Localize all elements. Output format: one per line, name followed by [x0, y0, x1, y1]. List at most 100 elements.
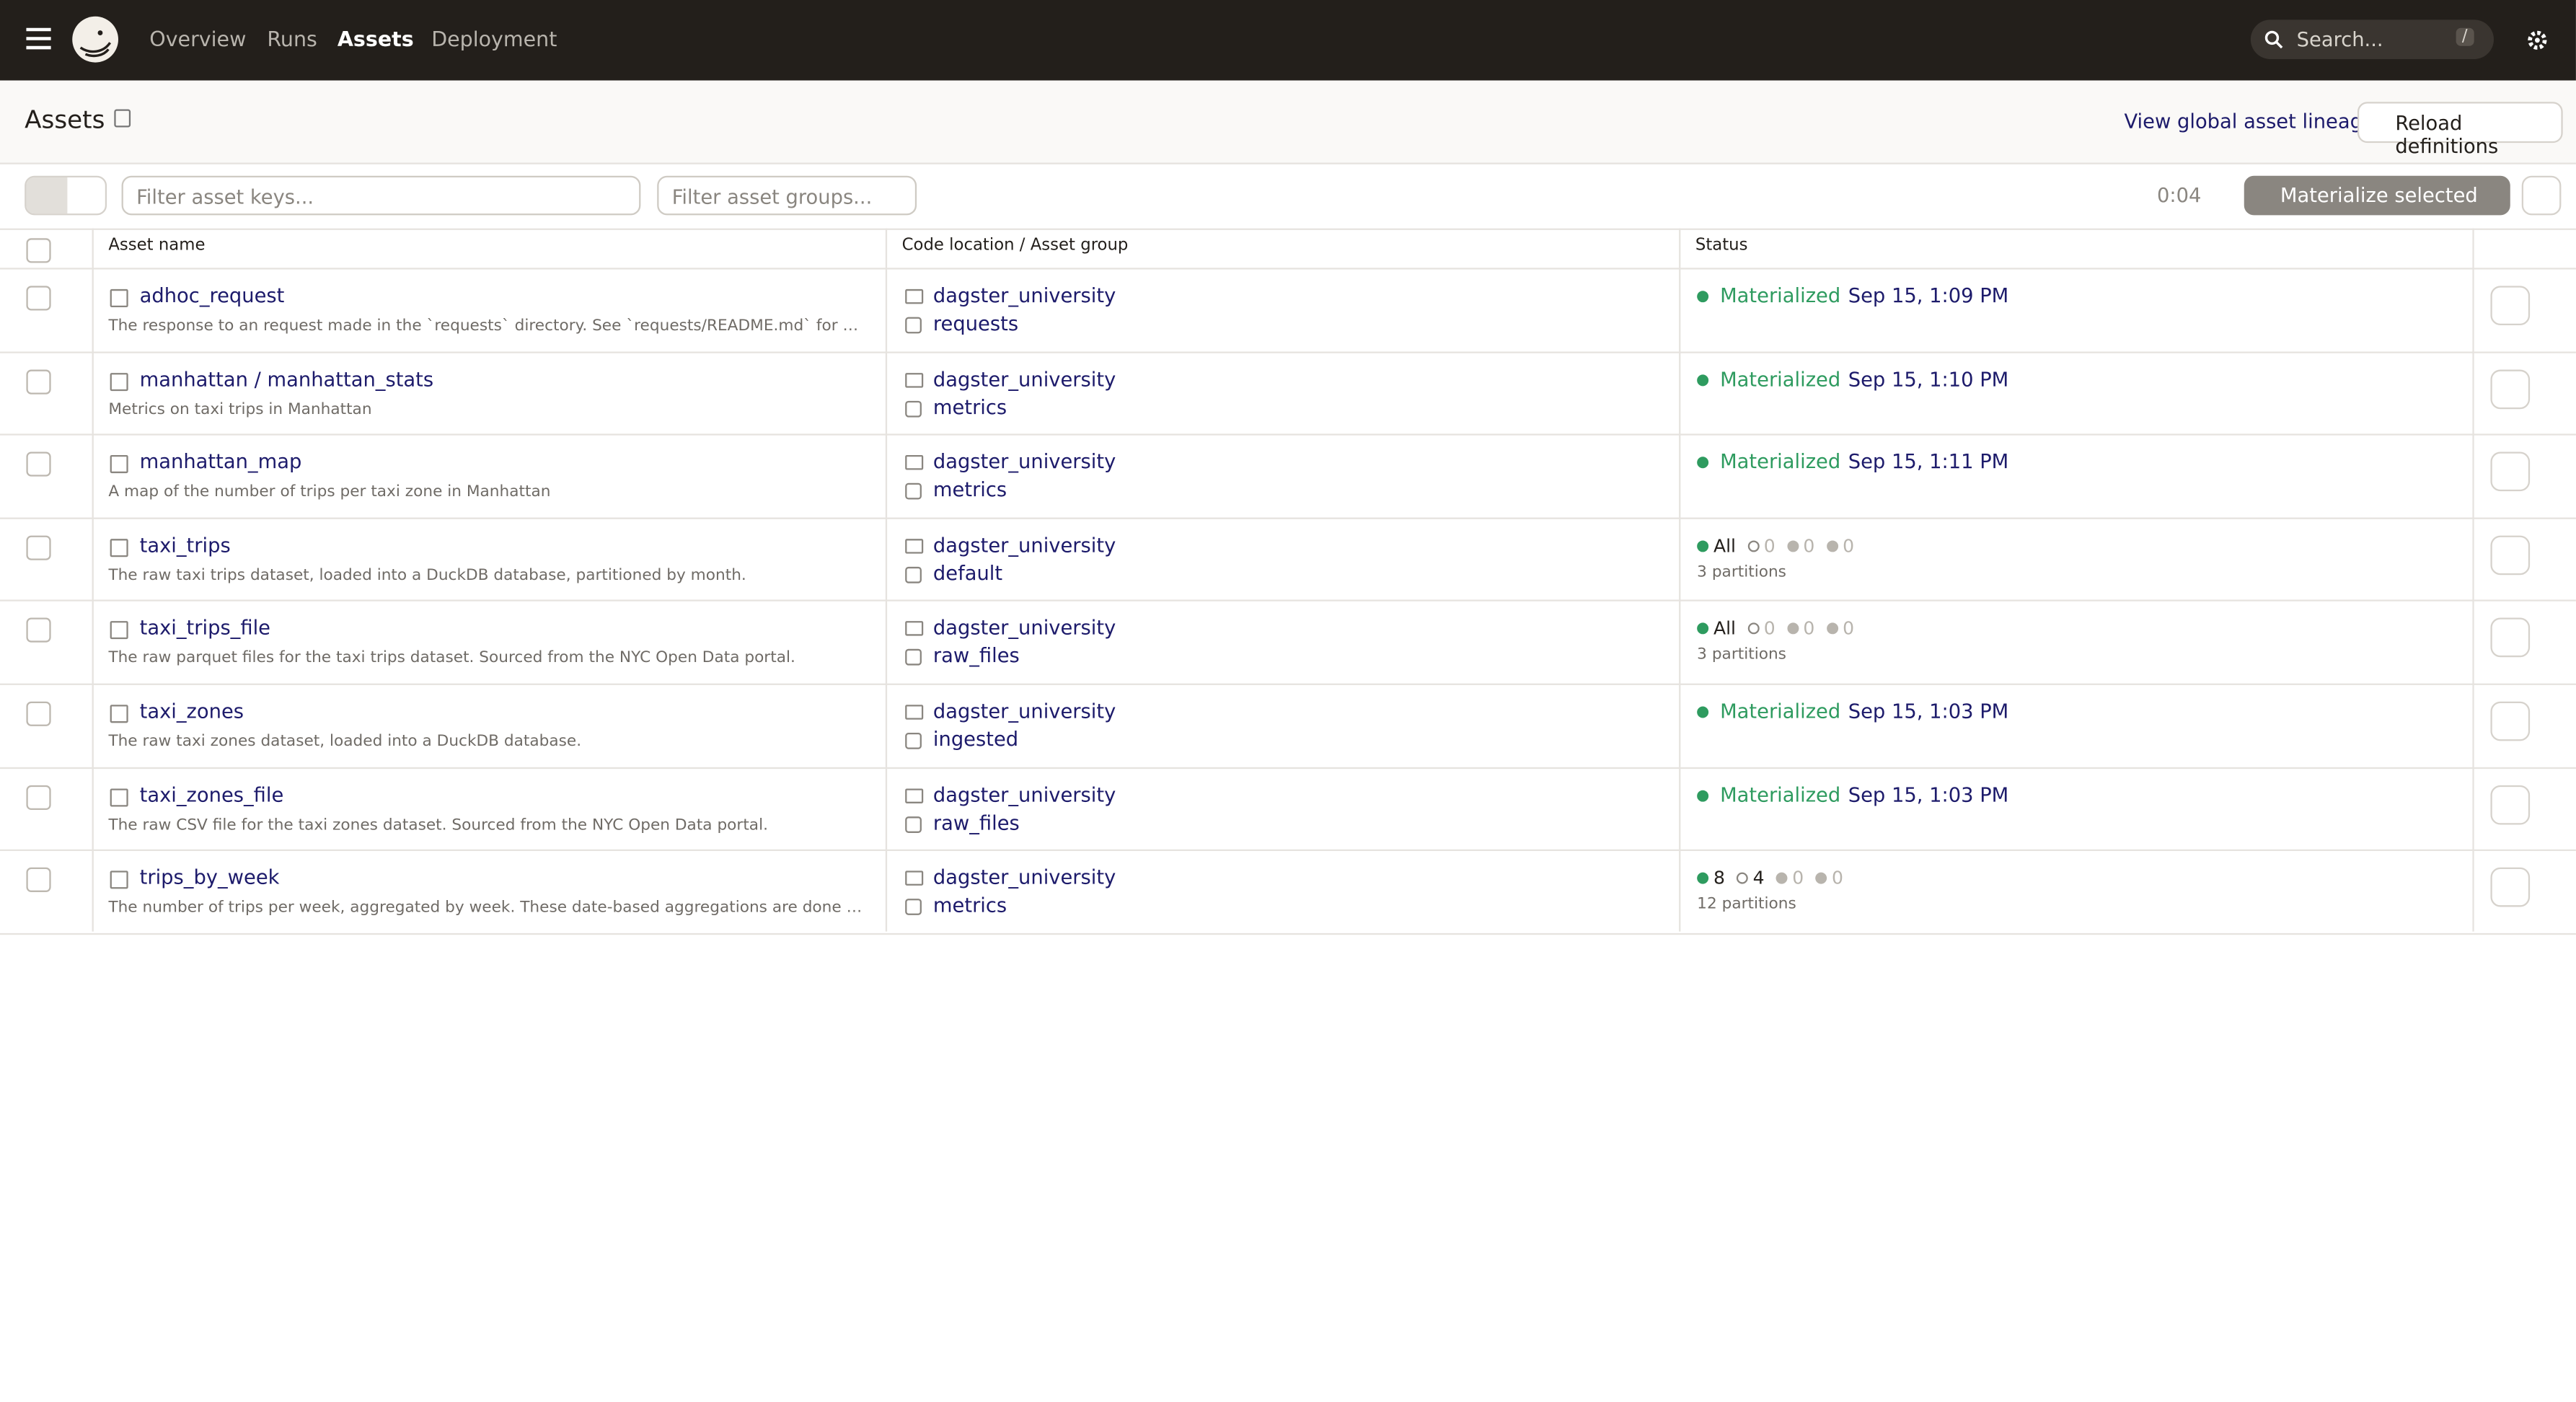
asset-name[interactable]: taxi_zones	[139, 700, 244, 723]
nav-item[interactable]: Overview	[149, 26, 247, 51]
asset-group[interactable]: raw_files	[932, 811, 1020, 834]
status: Materialized	[1720, 700, 1841, 723]
row-checkbox[interactable]	[26, 701, 51, 726]
settings-icon[interactable]	[2527, 30, 2549, 51]
asset-icon	[110, 538, 128, 557]
row-menu[interactable]	[2490, 701, 2531, 741]
materialized-time[interactable]: Sep 15, 1:03 PM	[1848, 700, 2009, 723]
asset-name[interactable]: adhoc_request	[139, 284, 285, 307]
row-menu[interactable]	[2490, 784, 2531, 824]
code-location[interactable]: dagster_university	[932, 700, 1116, 723]
asset-name[interactable]: taxi_zones_file	[139, 782, 284, 806]
materialized-time[interactable]: Sep 15, 1:09 PM	[1848, 284, 2009, 307]
lineage-link[interactable]: View global asset lineage	[2099, 110, 2375, 133]
code-location[interactable]: dagster_university	[932, 533, 1116, 557]
code-location[interactable]: dagster_university	[932, 284, 1116, 307]
search-shortcut: /	[2455, 27, 2474, 46]
code-location[interactable]: dagster_university	[932, 617, 1116, 640]
code-location[interactable]: dagster_university	[932, 782, 1116, 806]
status: Materialized	[1720, 284, 1841, 307]
row-checkbox[interactable]	[26, 286, 51, 311]
asset-icon	[110, 372, 128, 391]
select-all[interactable]	[26, 238, 51, 263]
asset-group[interactable]: ingested	[932, 728, 1019, 751]
table-row: taxi_trips The raw taxi trips dataset, lo…	[0, 517, 2576, 602]
logo[interactable]	[71, 15, 120, 64]
nav-item[interactable]: Assets	[337, 26, 414, 51]
row-menu[interactable]	[2490, 369, 2531, 409]
partition-count: 0	[1843, 535, 1855, 557]
group-icon	[905, 317, 922, 334]
status-dot	[1697, 457, 1709, 469]
row-checkbox[interactable]	[26, 451, 51, 477]
asset-name[interactable]: taxi_trips_file	[139, 617, 271, 640]
filter-groups-placeholder: Filter asset groups...	[671, 185, 873, 209]
asset-group[interactable]: default	[932, 561, 1003, 585]
asset-group[interactable]: metrics	[932, 395, 1007, 418]
asset-group[interactable]: raw_files	[932, 644, 1020, 668]
group-icon	[905, 816, 922, 833]
view-toggle[interactable]	[25, 175, 107, 216]
materialized-time[interactable]: Sep 15, 1:10 PM	[1848, 367, 2009, 391]
menu-icon[interactable]	[25, 26, 53, 50]
filter-keys[interactable]: Filter asset keys...	[121, 175, 641, 216]
partition-count: 0	[1763, 618, 1776, 640]
row-menu[interactable]	[2490, 618, 2531, 658]
list-view[interactable]	[26, 177, 68, 214]
group-icon	[905, 566, 922, 583]
search-box[interactable]: Search... /	[2250, 19, 2495, 60]
asset-description: Metrics on taxi trips in Manhattan	[108, 400, 372, 418]
materialized-time[interactable]: Sep 15, 1:11 PM	[1848, 450, 2009, 474]
row-checkbox[interactable]	[26, 535, 51, 560]
partition-total: 3 partitions	[1697, 563, 1786, 581]
table-row: taxi_zones_file The raw CSV file for the …	[0, 767, 2576, 852]
folder-icon	[905, 372, 924, 387]
status: Materialized	[1720, 782, 1841, 806]
asset-name[interactable]: manhattan / manhattan_stats	[139, 367, 434, 391]
materialized-time[interactable]: Sep 15, 1:03 PM	[1848, 782, 2009, 806]
row-menu[interactable]	[2490, 868, 2531, 907]
status: Materialized	[1720, 450, 1841, 474]
partition-count: 0	[1843, 618, 1855, 640]
more-button[interactable]	[2521, 175, 2562, 216]
nav-item[interactable]: Runs	[267, 26, 317, 51]
asset-group[interactable]: metrics	[932, 894, 1007, 917]
status-dot	[1826, 539, 1838, 552]
folder-icon	[905, 538, 924, 554]
row-menu[interactable]	[2490, 535, 2531, 575]
materialize-button[interactable]: Materialize selected	[2244, 175, 2510, 216]
code-location[interactable]: dagster_university	[932, 450, 1116, 474]
divider	[885, 228, 888, 932]
code-location[interactable]: dagster_university	[932, 367, 1116, 391]
lineage-text: View global asset lineage	[2124, 110, 2375, 133]
copy-icon[interactable]	[113, 108, 131, 128]
asset-name[interactable]: manhattan_map	[139, 450, 302, 474]
partition-count: 4	[1752, 868, 1765, 889]
partition-count: All	[1713, 618, 1737, 640]
reload-button[interactable]: Reload definitions	[2357, 102, 2563, 158]
column-header: Code location / Asset group	[901, 237, 1129, 255]
asset-group[interactable]: metrics	[932, 478, 1007, 502]
partition-count: 0	[1803, 535, 1815, 557]
row-checkbox[interactable]	[26, 868, 51, 893]
nav-item[interactable]: Deployment	[431, 26, 557, 51]
partition-count: 0	[1803, 618, 1815, 640]
asset-name[interactable]: taxi_trips	[139, 533, 231, 557]
folder-icon	[905, 455, 924, 470]
row-menu[interactable]	[2490, 286, 2531, 326]
status: Materialized	[1720, 367, 1841, 391]
table-row: taxi_zones The raw taxi zones dataset, lo…	[0, 684, 2576, 768]
row-menu[interactable]	[2490, 451, 2531, 492]
row-checkbox[interactable]	[26, 784, 51, 810]
folder-icon	[905, 870, 924, 886]
filter-groups[interactable]: Filter asset groups...	[657, 175, 917, 216]
code-location[interactable]: dagster_university	[932, 865, 1116, 889]
status-dot	[1826, 623, 1838, 635]
row-checkbox[interactable]	[26, 618, 51, 643]
asset-name[interactable]: trips_by_week	[139, 865, 280, 889]
status-dot	[1697, 623, 1709, 635]
asset-group[interactable]: requests	[932, 312, 1019, 335]
row-checkbox[interactable]	[26, 369, 51, 394]
refresh-timer[interactable]: 0:04	[2157, 184, 2202, 208]
